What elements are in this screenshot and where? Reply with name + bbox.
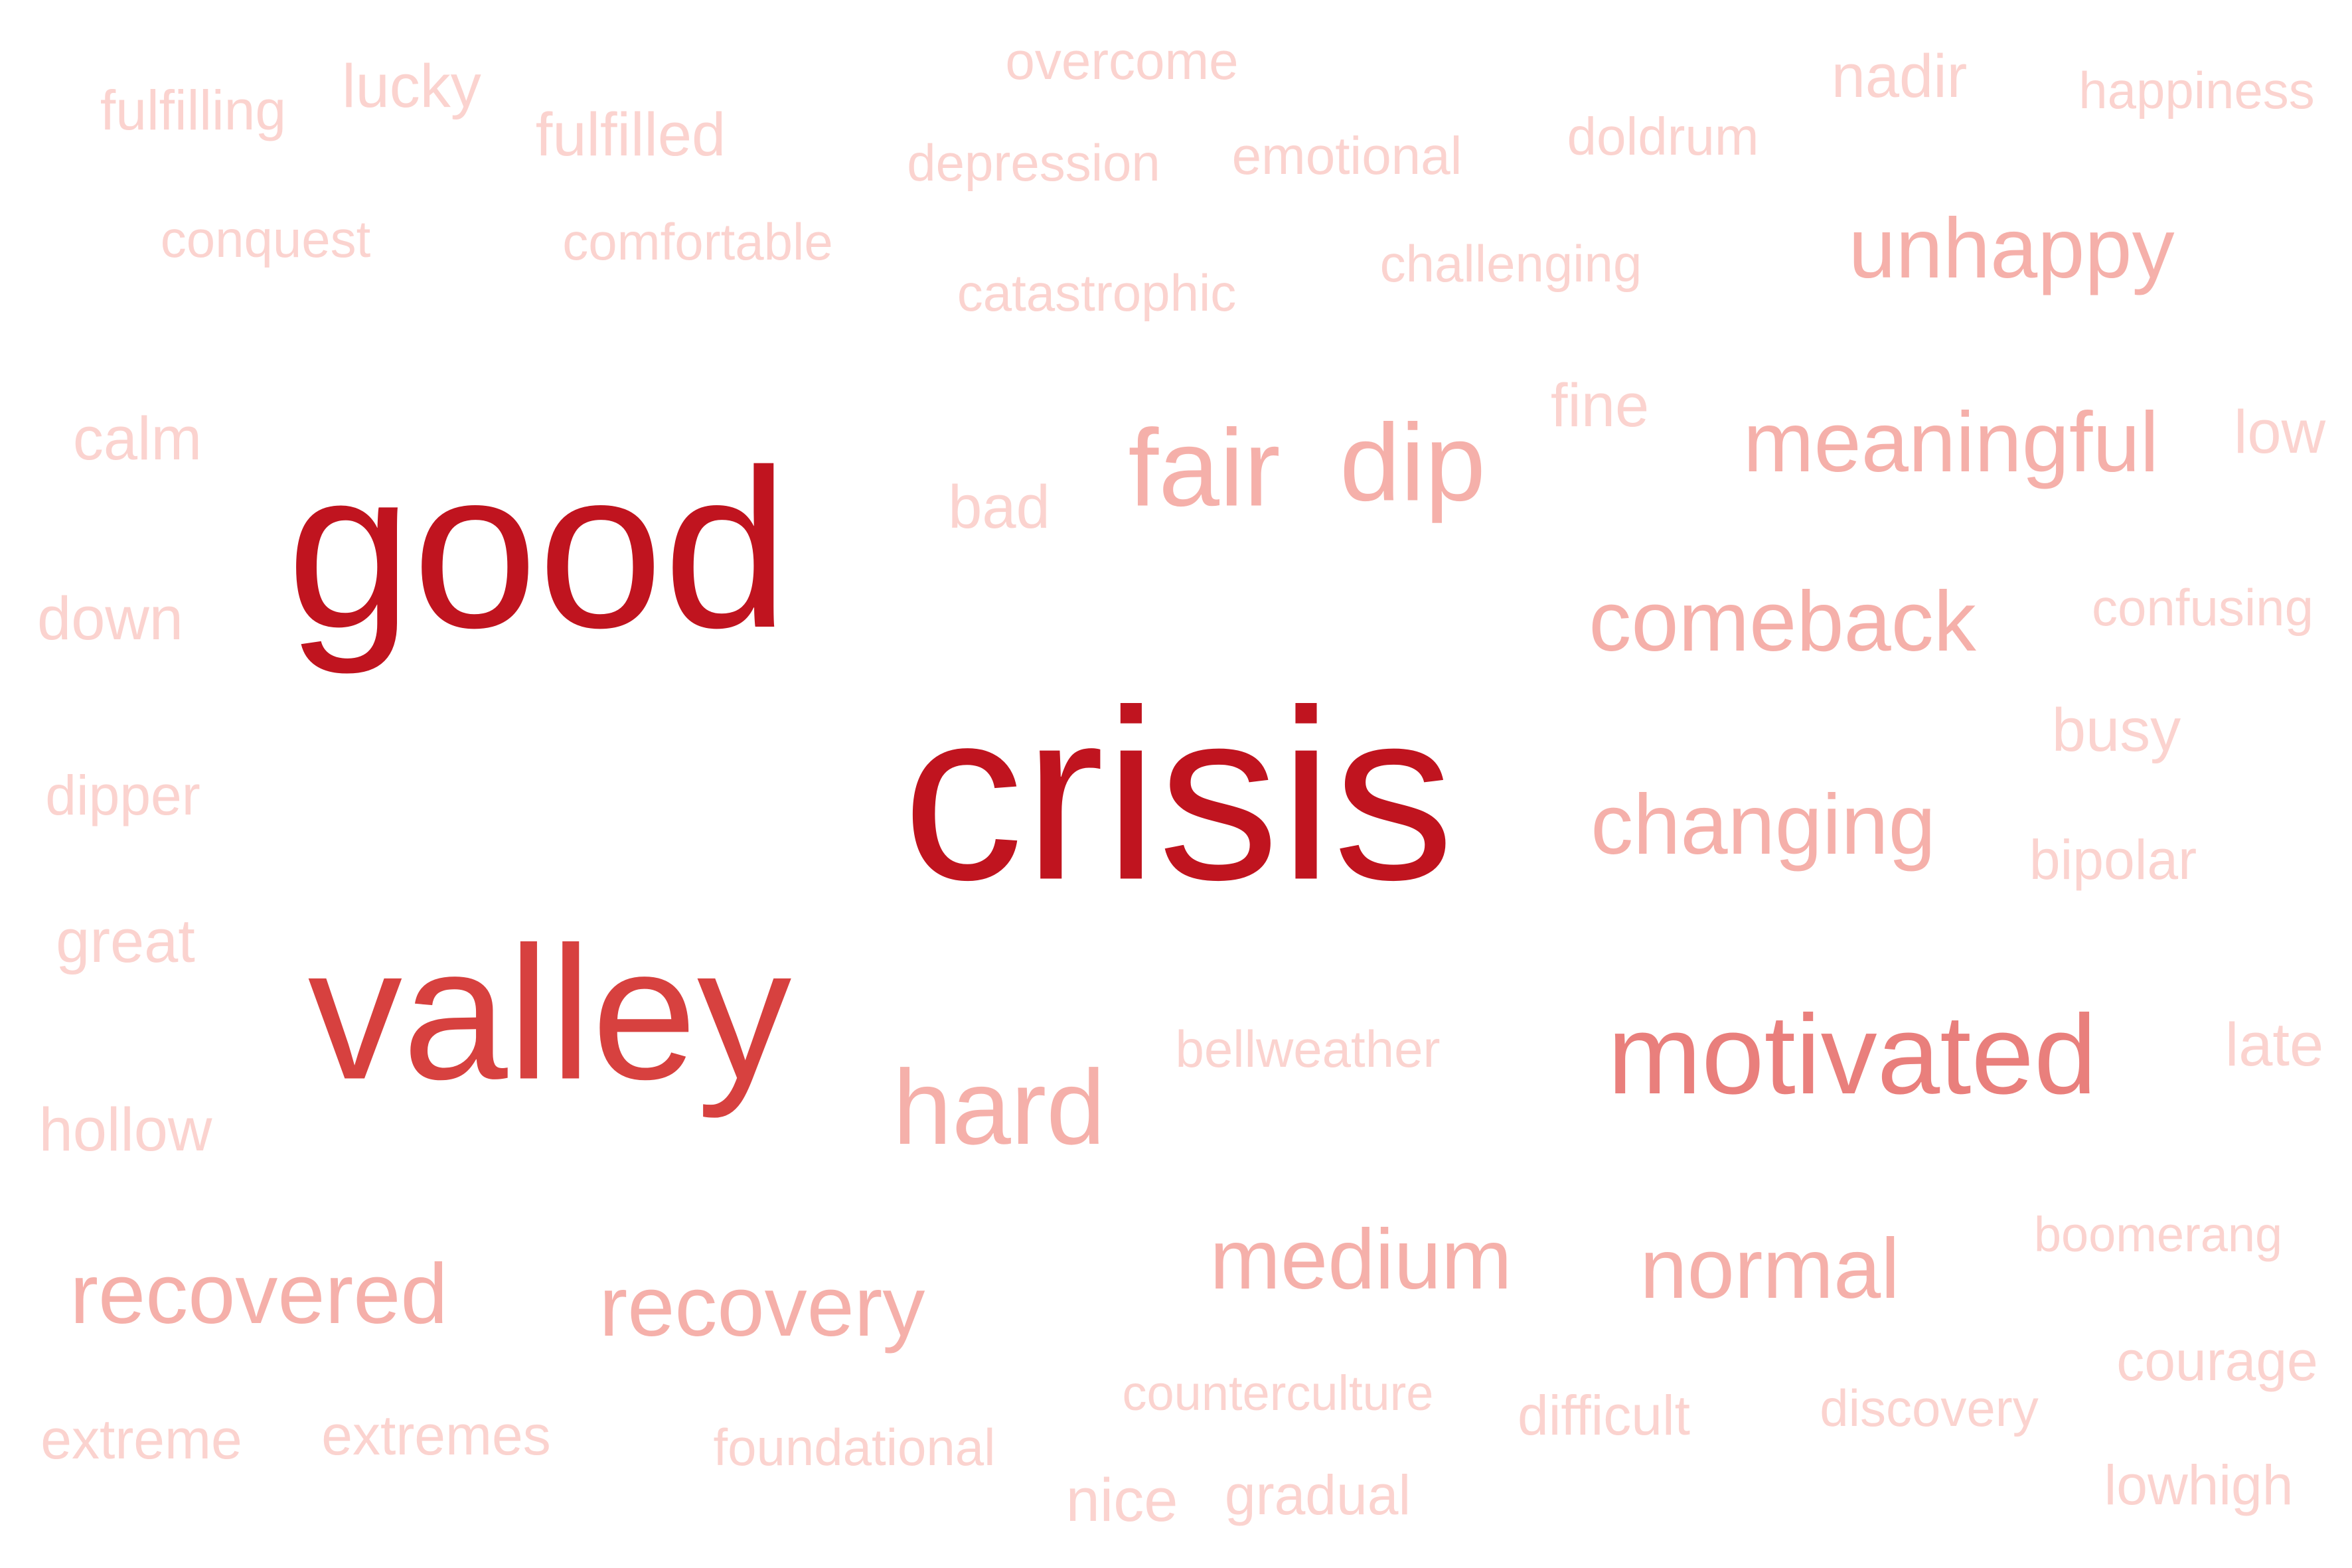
word-lucky: lucky — [342, 52, 481, 120]
word-fulfilling: fulfilling — [100, 79, 287, 141]
word-nadir: nadir — [1831, 42, 1968, 110]
word-confusing: confusing — [2092, 578, 2313, 637]
word-doldrum: doldrum — [1567, 107, 1759, 166]
word-emotional: emotional — [1231, 126, 1462, 185]
word-bipolar: bipolar — [2029, 828, 2197, 891]
word-dipper: dipper — [45, 764, 200, 826]
word-challenging: challenging — [1379, 234, 1642, 293]
word-discovery: discovery — [1820, 1379, 2039, 1437]
word-late: late — [2225, 1011, 2324, 1079]
word-motivated: motivated — [1607, 992, 2097, 1118]
word-bellweather: bellweather — [1175, 1020, 1441, 1078]
word-hollow: hollow — [39, 1096, 212, 1164]
word-comfortable: comfortable — [562, 212, 833, 271]
word-fulfilled: fulfilled — [535, 101, 726, 169]
word-great: great — [56, 907, 195, 975]
word-gradual: gradual — [1224, 1464, 1411, 1526]
word-fine: fine — [1550, 372, 1650, 439]
word-counterculture: counterculture — [1122, 1366, 1434, 1421]
word-overcome: overcome — [1005, 31, 1239, 90]
word-depression: depression — [907, 133, 1160, 192]
word-medium: medium — [1210, 1212, 1512, 1307]
word-normal: normal — [1640, 1221, 1900, 1316]
word-meaningful: meaningful — [1743, 395, 2159, 490]
word-happiness: happiness — [2078, 61, 2315, 119]
word-conquest: conquest — [160, 210, 371, 268]
word-valley: valley — [307, 907, 792, 1119]
word-recovered: recovered — [70, 1247, 448, 1342]
word-foundational: foundational — [713, 1418, 996, 1476]
word-boomerang: boomerang — [2033, 1207, 2283, 1262]
word-nice: nice — [1065, 1466, 1178, 1534]
word-extreme: extreme — [40, 1408, 242, 1470]
word-bad: bad — [948, 473, 1050, 541]
word-dip: dip — [1339, 401, 1486, 524]
word-down: down — [37, 585, 183, 653]
word-changing: changing — [1591, 777, 1936, 872]
word-comeback: comeback — [1589, 574, 1976, 669]
word-calm: calm — [72, 405, 202, 473]
word-lowhigh: lowhigh — [2104, 1454, 2294, 1516]
word-unhappy: unhappy — [1848, 201, 2175, 296]
word-crisis: crisis — [902, 660, 1454, 931]
word-busy: busy — [2051, 696, 2181, 764]
word-fair: fair — [1128, 406, 1281, 529]
word-low: low — [2233, 398, 2326, 466]
word-good: good — [286, 423, 789, 675]
word-recovery: recovery — [599, 1259, 925, 1354]
word-courage: courage — [2116, 1330, 2318, 1392]
word-hard: hard — [892, 1048, 1106, 1166]
word-extremes: extremes — [321, 1404, 551, 1466]
word-difficult: difficult — [1518, 1384, 1690, 1447]
word-catastrophic: catastrophic — [957, 264, 1237, 322]
